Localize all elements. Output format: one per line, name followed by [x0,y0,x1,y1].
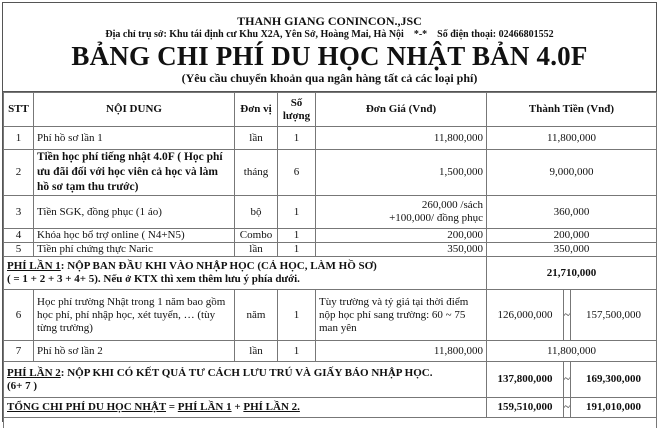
table-row: 5 Tiền phí chứng thực Naric lần 1 350,00… [3,242,657,257]
cell-unit: tháng [234,149,278,196]
phase1-desc: PHÍ LẦN 1: NỘP BAN ĐẦU KHI VÀO NHẬP HỌC … [3,256,487,290]
col-total: Thành Tiền (Vnđ) [486,92,657,127]
phase2-row: PHÍ LẦN 2: NỘP KHI CÓ KẾT QUẢ TƯ CÁCH LƯ… [3,361,657,398]
separator: *-* [413,29,428,40]
cell-price: 1,500,000 [315,149,487,196]
page-subtitle: (Yêu cầu chuyển khoản qua ngân hàng tất … [181,71,478,85]
cell-qty: 1 [277,195,316,229]
cell-total: 11,800,000 [486,126,657,150]
phase1-total: 21,710,000 [486,256,657,290]
cost-table: STT NỘI DUNG Đơn vị Số lượng Đơn Giá (Vn… [3,92,657,428]
cell-qty: 1 [277,340,316,362]
cell-stt: 1 [3,126,34,150]
phase2-max: 169,300,000 [570,361,657,398]
company-contact: Địa chỉ trụ sở: Khu tái định cư Khu X2A,… [3,28,656,41]
grand-p2: PHÍ LẦN 2. [243,401,300,413]
grand-label: TỔNG CHI PHÍ DU HỌC NHẬT [7,401,167,413]
cell-total-min: 126,000,000 [486,289,564,341]
cell-price: 200,000 [315,228,487,243]
tilde: ~ [563,289,571,341]
cell-unit: Combo [234,228,278,243]
cell-content: Học phí trường Nhật trong 1 năm bao gồm … [33,289,235,341]
cell-price: 350,000 [315,242,487,257]
phase2-desc: PHÍ LẦN 2: NỘP KHI CÓ KẾT QUẢ TƯ CÁCH LƯ… [3,361,487,398]
table-row: 3 Tiền SGK, đồng phục (1 áo) bộ 1 260,00… [3,195,657,229]
cell-total: 9,000,000 [486,149,657,196]
phase2-text: : NỘP KHI CÓ KẾT QUẢ TƯ CÁCH LƯU TRÚ VÀ … [60,366,433,379]
cell-total: 200,000 [486,228,657,243]
phase1-row: PHÍ LẦN 1: NỘP BAN ĐẦU KHI VÀO NHẬP HỌC … [3,256,657,290]
phase1-note: ( = 1 + 2 + 3 + 4+ 5). Nếu ở KTX thì xem… [7,273,300,285]
cell-qty: 1 [277,228,316,243]
col-qty: Số lượng [277,92,316,127]
cell-unit: lần [234,242,278,257]
table-row: 2 Tiền học phí tiếng nhật 4.0F ( Học phí… [3,149,657,196]
cell-stt: 4 [3,228,34,243]
cell-stt: 7 [3,340,34,362]
cell-price: 11,800,000 [315,340,487,362]
table-row: 7 Phí hồ sơ lần 2 lần 1 11,800,000 11,80… [3,340,657,362]
cell-stt: 6 [3,289,34,341]
cell-stt: 3 [3,195,34,229]
phase1-text: : NỘP BAN ĐẦU KHI VÀO NHẬP HỌC (CẢ HỌC, … [60,260,377,272]
price-line: 260,000 /sách [421,199,483,211]
page-title: BẢNG CHI PHÍ DU HỌC NHẬT BẢN 4.0F [71,41,588,71]
cell-total: 350,000 [486,242,657,257]
table-row: 4 Khóa học bổ trợ online ( N4+N5) Combo … [3,228,657,243]
cell-stt: 2 [3,149,34,196]
cell-content: Tiền SGK, đồng phục (1 áo) [33,195,235,229]
price-line: +100,000/ đồng phục [389,212,483,224]
cell-unit: năm [234,289,278,341]
grand-max: 191,010,000 [570,397,657,418]
phase2-note: (6+ 7 ) [7,379,38,392]
cell-stt: 5 [3,242,34,257]
table-row: 1 Phí hồ sơ lần 1 lần 1 11,800,000 11,80… [3,126,657,150]
grand-total-desc: TỔNG CHI PHÍ DU HỌC NHẬT = PHÍ LẦN 1 + P… [3,397,487,418]
grand-p1: PHÍ LẦN 1 [177,401,232,413]
cell-price: Tùy trường và tỷ giá tại thời điểm nộp h… [315,289,487,341]
cell-unit: bộ [234,195,278,229]
address: Địa chỉ trụ sở: Khu tái định cư Khu X2A,… [105,29,404,40]
cell-qty: 6 [277,149,316,196]
grand-min: 159,510,000 [486,397,564,418]
grand-total-row: TỔNG CHI PHÍ DU HỌC NHẬT = PHÍ LẦN 1 + P… [3,397,657,418]
cell-total: 11,800,000 [486,340,657,362]
cell-content: Phí hồ sơ lần 2 [33,340,235,362]
cell-price: 260,000 /sách +100,000/ đồng phục [315,195,487,229]
cell-price: 11,800,000 [315,126,487,150]
cell-content: Khóa học bổ trợ online ( N4+N5) [33,228,235,243]
tilde: ~ [563,397,571,418]
plus: + [231,401,244,413]
cell-total-max: 157,500,000 [570,289,657,341]
cell-content: Tiền phí chứng thực Naric [33,242,235,257]
company-name: THANH GIANG CONINCON.,JSC [237,14,422,28]
col-unit: Đơn vị [234,92,278,127]
cell-unit: lần [234,340,278,362]
phase2-min: 137,800,000 [486,361,564,398]
cell-qty: 1 [277,242,316,257]
cell-total: 360,000 [486,195,657,229]
col-stt: STT [3,92,34,127]
cell-content: Phí hồ sơ lần 1 [33,126,235,150]
cell-qty: 1 [277,126,316,150]
equals: = [166,401,178,413]
cell-qty: 1 [277,289,316,341]
tilde: ~ [563,361,571,398]
table-row: 6 Học phí trường Nhật trong 1 năm bao gồ… [3,289,657,341]
phone: Số điện thoại: 02466801552 [437,29,554,40]
phase1-label: PHÍ LẦN 1 [7,260,61,272]
sheet-header: THANH GIANG CONINCON.,JSC Địa chỉ trụ sở… [3,3,656,92]
col-price: Đơn Giá (Vnđ) [315,92,487,127]
cell-unit: lần [234,126,278,150]
cell-content: Tiền học phí tiếng nhật 4.0F ( Học phí ư… [33,149,235,196]
phase2-label: PHÍ LẦN 2 [7,366,61,379]
table-row-cutoff [3,417,657,428]
col-content: NỘI DUNG [33,92,235,127]
table-header: STT NỘI DUNG Đơn vị Số lượng Đơn Giá (Vn… [3,92,657,127]
